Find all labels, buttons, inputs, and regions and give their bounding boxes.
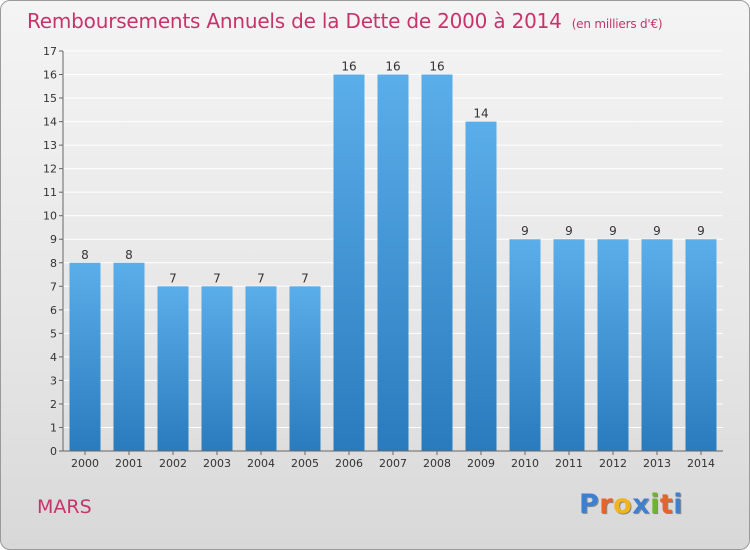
bar-value-label: 8 [125, 248, 133, 262]
x-tick-label: 2004 [247, 457, 275, 470]
logo-letter: r [599, 489, 614, 520]
bar-value-label: 16 [385, 60, 400, 74]
x-tick-label: 2002 [159, 457, 187, 470]
y-tick-label: 8 [50, 257, 57, 270]
bar-2012 [597, 239, 629, 451]
y-tick-label: 11 [43, 186, 57, 199]
bar-value-label: 9 [521, 224, 529, 238]
logo-letter: x [632, 489, 651, 520]
logo-letter: i [673, 489, 684, 520]
y-tick-label: 6 [50, 304, 57, 317]
labels: 0123456789101112131415161782000820017200… [43, 45, 715, 470]
bars [69, 74, 717, 452]
y-tick-label: 13 [43, 139, 57, 152]
bar-value-label: 7 [169, 271, 177, 285]
bar-2007 [377, 74, 409, 451]
x-tick-label: 2011 [555, 457, 583, 470]
bar-2004 [245, 286, 277, 451]
chart-title: Remboursements Annuels de la Dette de 20… [27, 9, 663, 33]
bar-value-label: 16 [429, 60, 444, 74]
bar-value-label: 9 [609, 224, 617, 238]
logo-letter: o [613, 489, 633, 520]
x-tick-label: 2003 [203, 457, 231, 470]
bar-value-label: 9 [697, 224, 705, 238]
y-tick-label: 12 [43, 163, 57, 176]
y-tick-label: 3 [50, 374, 57, 387]
y-tick-label: 4 [50, 351, 57, 364]
x-tick-label: 2007 [379, 457, 407, 470]
x-tick-label: 2010 [511, 457, 539, 470]
y-tick-label: 2 [50, 398, 57, 411]
bar-value-label: 7 [257, 271, 265, 285]
x-tick-label: 2014 [687, 457, 715, 470]
y-tick-label: 0 [50, 445, 57, 458]
y-tick-label: 9 [50, 233, 57, 246]
y-tick-label: 14 [43, 116, 57, 129]
bar-2001 [113, 262, 145, 451]
bar-value-label: 16 [341, 60, 356, 74]
bar-2002 [157, 286, 189, 451]
x-tick-label: 2009 [467, 457, 495, 470]
bar-value-label: 9 [653, 224, 661, 238]
x-tick-label: 2000 [71, 457, 99, 470]
logo-letter: i [650, 489, 660, 520]
bar-value-label: 8 [81, 248, 89, 262]
bar-value-label: 9 [565, 224, 573, 238]
y-tick-label: 15 [43, 92, 57, 105]
bar-value-label: 7 [213, 271, 221, 285]
y-tick-label: 10 [43, 210, 57, 223]
x-tick-label: 2013 [643, 457, 671, 470]
y-tick-label: 16 [43, 69, 57, 82]
y-tick-label: 5 [50, 327, 57, 340]
x-tick-label: 2008 [423, 457, 451, 470]
bar-2000 [69, 262, 101, 451]
bar-2010 [509, 239, 541, 451]
logo-letter: P [579, 489, 600, 520]
x-tick-label: 2001 [115, 457, 143, 470]
bar-2006 [333, 74, 365, 451]
x-tick-label: 2005 [291, 457, 319, 470]
x-tick-label: 2006 [335, 457, 363, 470]
city-name: MARS [37, 496, 92, 518]
chart-unit-note: (en milliers d'€) [571, 17, 663, 31]
chart-title-text: Remboursements Annuels de la Dette de 20… [27, 9, 562, 33]
proxiti-logo: Proxiti [579, 489, 683, 520]
bar-2009 [465, 121, 497, 452]
bar-value-label: 7 [301, 271, 309, 285]
bar-value-label: 14 [473, 107, 488, 121]
bar-2013 [641, 239, 673, 451]
bar-2003 [201, 286, 233, 451]
bar-2011 [553, 239, 585, 451]
y-tick-label: 7 [50, 280, 57, 293]
logo-letter: t [659, 489, 674, 520]
y-tick-label: 17 [43, 45, 57, 58]
axes [59, 50, 723, 455]
y-tick-label: 1 [50, 421, 57, 434]
bar-2008 [421, 74, 453, 451]
bar-2014 [685, 239, 717, 451]
bar-2005 [289, 286, 321, 451]
x-tick-label: 2012 [599, 457, 627, 470]
